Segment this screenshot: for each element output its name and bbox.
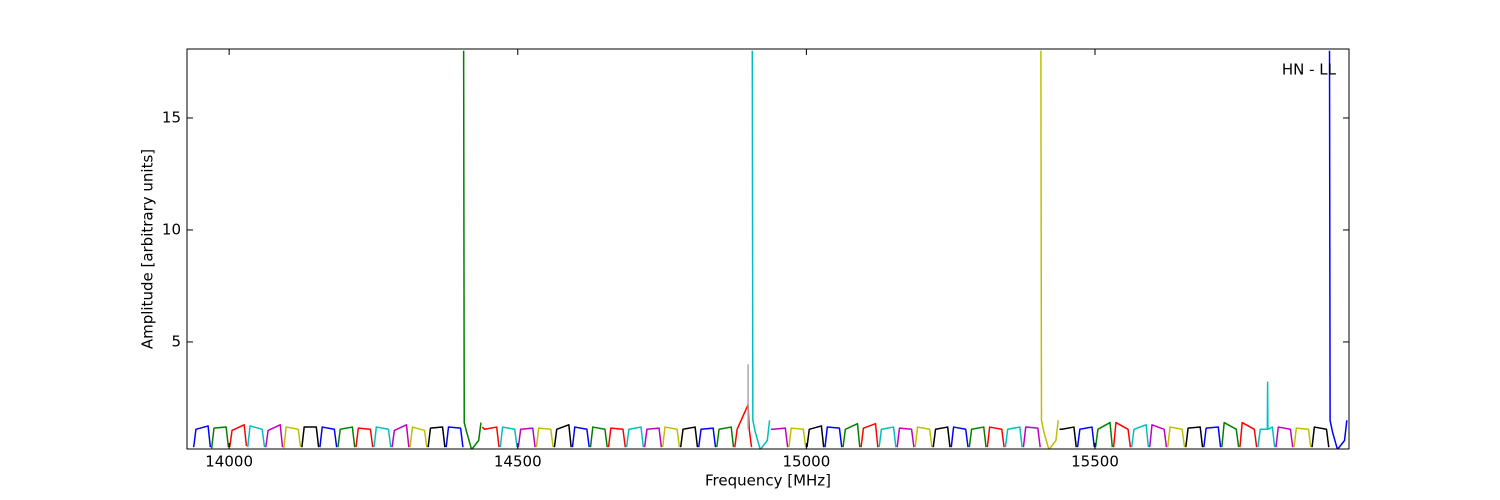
spectrum-line [445,426,464,448]
spectrum-line [824,426,843,448]
spectrum-line [697,427,717,448]
x-axis-label: Frequency [MHz] [705,472,831,490]
spectrum-line [860,422,879,448]
y-tick-label: 15 [162,108,181,126]
y-tick-label: 10 [162,220,181,238]
spectrum-line [932,426,951,448]
annotation: HN - LL [1282,61,1337,79]
spectrum-line [499,426,518,448]
spectrum-line [1040,50,1059,449]
spectrum-line [625,426,645,448]
spectrum-line [535,427,554,448]
y-axis-label: Amplitude [arbitrary units] [139,149,157,349]
x-tick-label: 15000 [783,453,831,471]
spectrum-line [517,427,536,448]
spectrum-line [481,426,500,448]
x-tick-label: 14000 [205,453,253,471]
spectrum-line [1130,424,1150,448]
spectrum-line [1239,421,1258,448]
spectrum-line [1148,424,1168,448]
x-tick-label: 15500 [1071,453,1119,471]
spectrum-line [373,426,392,448]
spectrum-line [1203,426,1222,448]
spectrum-line [1185,426,1204,448]
spectrum-line [1004,426,1023,448]
spectrum-line [914,426,933,448]
spectrum-line [950,426,969,448]
spectrum-line [571,426,590,448]
plot-area [192,50,1348,449]
spectrum-line [1022,426,1041,448]
spectrum-line [301,426,320,448]
spectrum-line [228,424,248,448]
spectrum-line [751,50,771,449]
spectrum-line [409,426,428,448]
spectrum-line [806,425,825,448]
spectrum-line [661,426,681,448]
spectrum-line [589,426,608,448]
spectrum-line [1221,421,1240,448]
spectrum-line [1257,381,1276,448]
spectrum-line [1076,426,1096,448]
spectrum-line [878,426,897,448]
spectrum-line [355,427,374,448]
spectrum-line [210,426,230,449]
spectrum-line [788,427,807,448]
spectrum-line [283,426,302,449]
x-tick-label: 14500 [494,453,542,471]
spectrum-line [319,426,338,448]
spectrum-line [716,426,735,448]
spectrum-line [607,427,627,448]
spectrum-line [247,425,266,448]
spectrum-line [192,425,212,448]
spectrum-line [643,427,663,448]
spectrum-line [1328,50,1348,449]
spectrum-line [462,50,482,449]
spectrum-line [1311,426,1330,448]
spectrum-line [553,424,572,448]
spectrum-line [679,426,699,448]
axes-frame [186,48,1350,450]
spectrum-line [427,426,446,448]
spectrum-line [770,427,789,448]
spectrum-line [968,426,987,448]
spectrum-line [1166,426,1186,448]
spectrum-line [986,426,1005,448]
spectrum-line [337,426,356,448]
spectrum-line [842,422,861,448]
spectrum-line [1094,421,1114,448]
spectrum-line [1112,421,1132,448]
spectrum-line [1275,426,1294,448]
y-tick-label: 5 [171,332,181,350]
spectrum-line [1293,427,1312,448]
spectrum-line [391,424,410,448]
spectrum-line [896,427,915,448]
spectrum-line [1059,426,1077,448]
spectrum-line [265,424,284,448]
